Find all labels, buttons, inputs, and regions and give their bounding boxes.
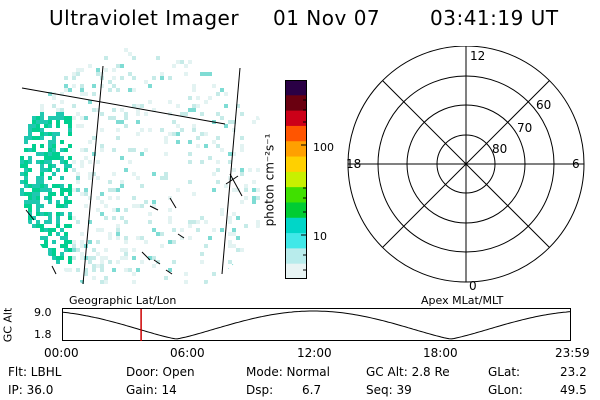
mlat-label-60: 60 — [536, 98, 551, 112]
polar-mlat-mlt-plot: 12 18 6 0 60 70 80 — [346, 46, 585, 292]
orbit-xtick-0000: 00:00 — [44, 346, 79, 360]
time-label: 03:41:19 UT — [430, 6, 559, 30]
status-seq: Seq: 39 — [366, 383, 412, 397]
mlt-label-0: 0 — [469, 279, 477, 292]
mlt-label-12: 12 — [470, 49, 485, 63]
orbit-xtick-2359: 23:59 — [555, 346, 590, 360]
status-gc-alt: GC Alt: 2.8 Re — [366, 365, 450, 379]
geo-grid-lines — [21, 65, 243, 284]
orbit-xtick-0600: 06:00 — [170, 346, 205, 360]
status-glon-label: GLon: — [488, 383, 523, 397]
colorbar — [285, 80, 307, 280]
mlat-label-70: 70 — [517, 121, 532, 135]
colorbar-tick-10: 10 — [313, 230, 327, 243]
geo-panel-label: Geographic Lat/Lon — [69, 294, 177, 307]
orbit-xtick-1800: 18:00 — [423, 346, 458, 360]
mlt-label-18: 18 — [346, 157, 361, 171]
status-filter: Flt: LBHL — [8, 365, 62, 379]
status-dsp-value: 6.7 — [302, 383, 322, 397]
colorbar-tick-100: 100 — [313, 141, 334, 154]
date-label: 01 Nov 07 — [273, 6, 381, 30]
status-gain: Gain: 14 — [126, 383, 177, 397]
polar-panel-label: Apex MLat/MLT — [421, 294, 504, 307]
status-door: Door: Open — [126, 365, 195, 379]
mlt-label-6: 6 — [572, 157, 580, 171]
geographic-image — [20, 48, 260, 284]
status-mode: Mode: Normal — [246, 365, 330, 379]
colorbar-unit-label: photon cm⁻²s⁻¹ — [262, 133, 277, 227]
status-glat-label: GLat: — [488, 365, 521, 379]
instrument-title: Ultraviolet Imager — [49, 6, 240, 30]
orbit-ytick-bottom: 1.8 — [34, 328, 52, 341]
mlat-label-80: 80 — [492, 142, 507, 156]
status-glon-value: 49.5 — [560, 383, 587, 397]
status-ip: IP: 36.0 — [8, 383, 54, 397]
orbit-ytick-top: 9.0 — [34, 306, 52, 319]
status-dsp-label: Dsp: — [246, 383, 274, 397]
orbit-xtick-1200: 12:00 — [297, 346, 332, 360]
status-glat-value: 23.2 — [560, 365, 587, 379]
orbit-altitude-plot — [62, 308, 572, 341]
orbit-ylabel: GC Alt — [1, 307, 15, 343]
